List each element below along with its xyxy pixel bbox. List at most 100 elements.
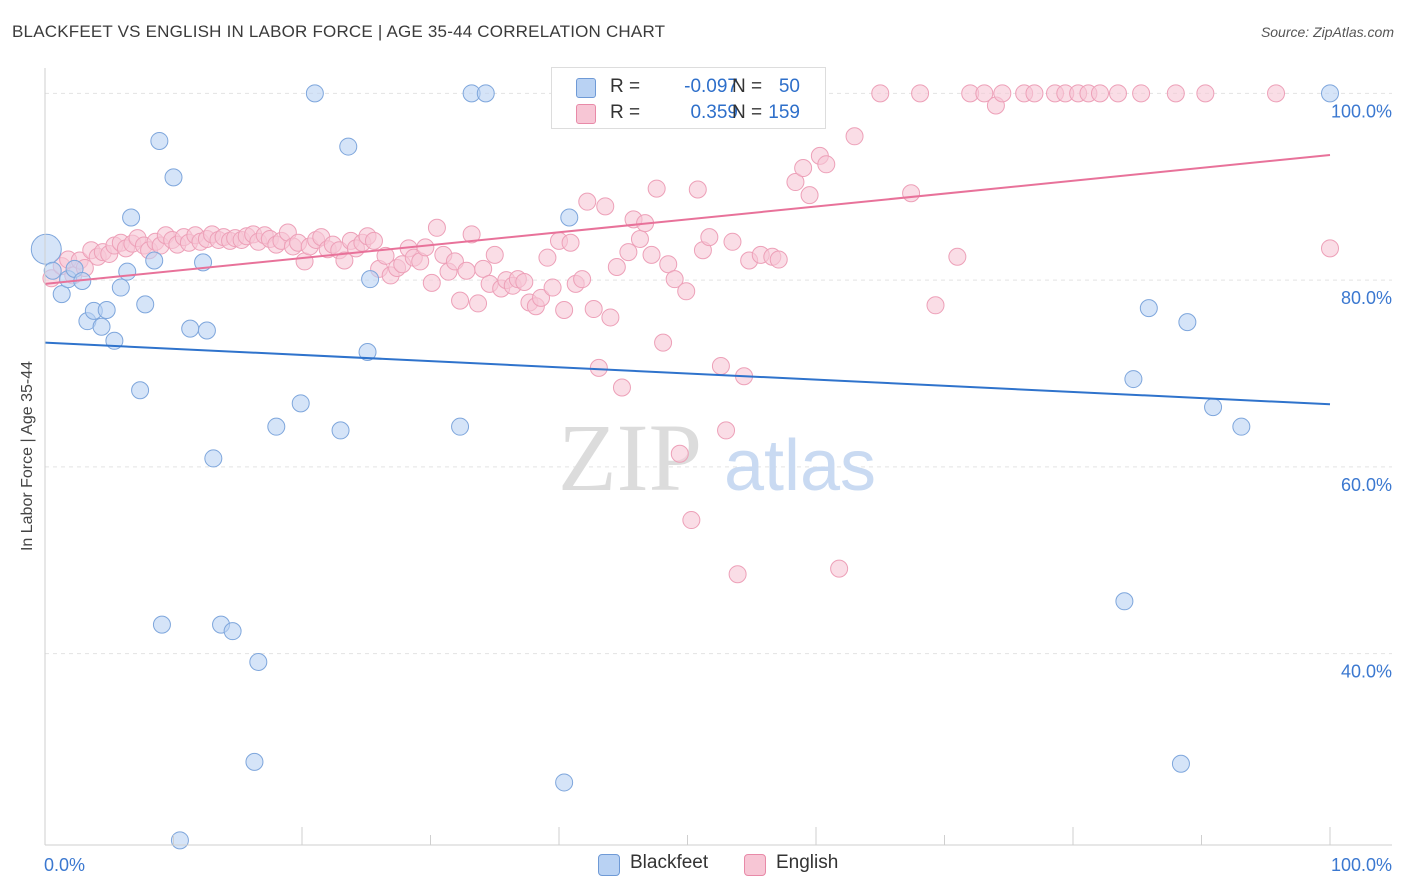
point-english — [794, 159, 813, 178]
point-blackfeet — [204, 449, 223, 468]
legend-r-value-english: 0.359 — [690, 102, 738, 123]
point-english — [596, 197, 615, 216]
point-english — [469, 294, 488, 313]
point-english — [1166, 84, 1185, 103]
point-blackfeet — [560, 208, 579, 227]
point-blackfeet — [476, 84, 495, 103]
point-blackfeet — [1115, 592, 1134, 611]
bottom-legend-label-english: English — [776, 852, 839, 873]
point-blackfeet — [305, 84, 324, 103]
point-blackfeet — [451, 417, 470, 436]
point-blackfeet — [136, 295, 155, 314]
point-blackfeet — [30, 233, 62, 265]
point-english — [573, 270, 592, 289]
point-blackfeet — [145, 251, 164, 270]
point-english — [457, 261, 476, 280]
point-english — [717, 421, 736, 440]
point-english — [1267, 84, 1286, 103]
point-english — [462, 225, 481, 244]
point-english — [647, 179, 666, 198]
point-english — [335, 251, 354, 270]
point-english — [376, 246, 395, 265]
point-english — [926, 296, 945, 315]
point-english — [1321, 239, 1339, 258]
point-blackfeet — [152, 615, 171, 634]
point-english — [1025, 84, 1044, 103]
legend-n-value-blackfeet: 50 — [778, 76, 800, 97]
legend-r-label: R = — [610, 76, 641, 97]
trend-lines — [44, 153, 1331, 406]
point-english — [589, 358, 608, 377]
point-blackfeet — [339, 137, 358, 156]
point-blackfeet — [131, 381, 150, 400]
point-english — [682, 511, 701, 530]
point-english — [654, 333, 673, 352]
x-tick-label-0: 0.0% — [44, 855, 85, 875]
legend-r-value-blackfeet: -0.097 — [684, 76, 738, 97]
point-english — [975, 84, 994, 103]
point-english — [659, 255, 678, 274]
trend-line-blackfeet — [44, 341, 1331, 406]
point-english — [1108, 84, 1127, 103]
bottom-legend-swatch-english — [744, 854, 766, 876]
point-blackfeet — [1178, 313, 1197, 332]
point-english — [1090, 84, 1109, 103]
point-english — [786, 173, 805, 192]
axes: 0.0% 100.0% — [44, 68, 1392, 875]
legend-n-value-english: 159 — [768, 102, 800, 123]
point-blackfeet — [164, 168, 183, 187]
point-english — [416, 238, 435, 257]
point-english — [871, 84, 890, 103]
point-english — [911, 84, 930, 103]
chart-title: BLACKFEET VS ENGLISH IN LABOR FORCE | AG… — [12, 22, 666, 41]
point-blackfeet — [97, 300, 116, 319]
point-english — [817, 155, 836, 174]
point-blackfeet — [1124, 370, 1143, 389]
point-blackfeet — [245, 752, 264, 771]
series-blackfeet — [30, 84, 1339, 850]
point-english — [769, 250, 788, 269]
point-blackfeet — [150, 131, 169, 150]
point-english — [601, 308, 620, 327]
point-english — [642, 245, 661, 264]
point-english — [723, 232, 742, 251]
point-blackfeet — [52, 285, 71, 304]
point-blackfeet — [1204, 398, 1223, 417]
point-english — [543, 278, 562, 297]
y-tick-label-60: 60.0% — [1341, 475, 1392, 495]
point-english — [948, 247, 967, 266]
point-blackfeet — [122, 208, 141, 227]
point-blackfeet — [267, 417, 286, 436]
point-blackfeet — [181, 319, 200, 338]
bottom-legend-swatch-blackfeet — [598, 854, 620, 876]
point-english — [474, 259, 493, 278]
point-english — [830, 559, 849, 578]
point-blackfeet — [223, 622, 242, 641]
point-english — [688, 180, 707, 199]
point-english — [728, 565, 747, 584]
point-english — [800, 186, 819, 205]
point-english — [561, 233, 580, 252]
y-axis-title: In Labor Force | Age 35-44 — [19, 360, 36, 552]
point-blackfeet — [43, 261, 62, 280]
point-english — [993, 84, 1012, 103]
x-tick-label-100: 100.0% — [1331, 855, 1392, 875]
point-english — [538, 248, 557, 267]
point-blackfeet — [1321, 84, 1339, 103]
point-blackfeet — [1171, 754, 1190, 773]
point-english — [578, 192, 597, 211]
point-blackfeet — [291, 394, 310, 413]
point-english — [485, 245, 504, 264]
point-english — [515, 272, 534, 291]
point-english — [619, 243, 638, 262]
y-tick-label-80: 80.0% — [1341, 288, 1392, 308]
point-english — [1196, 84, 1215, 103]
point-english — [584, 300, 603, 319]
point-blackfeet — [555, 773, 574, 792]
point-blackfeet — [1139, 299, 1158, 318]
point-blackfeet — [111, 278, 130, 297]
point-english — [677, 282, 696, 301]
bottom-legend-label-blackfeet: Blackfeet — [630, 852, 709, 873]
point-english — [451, 291, 470, 310]
point-english — [532, 288, 551, 307]
